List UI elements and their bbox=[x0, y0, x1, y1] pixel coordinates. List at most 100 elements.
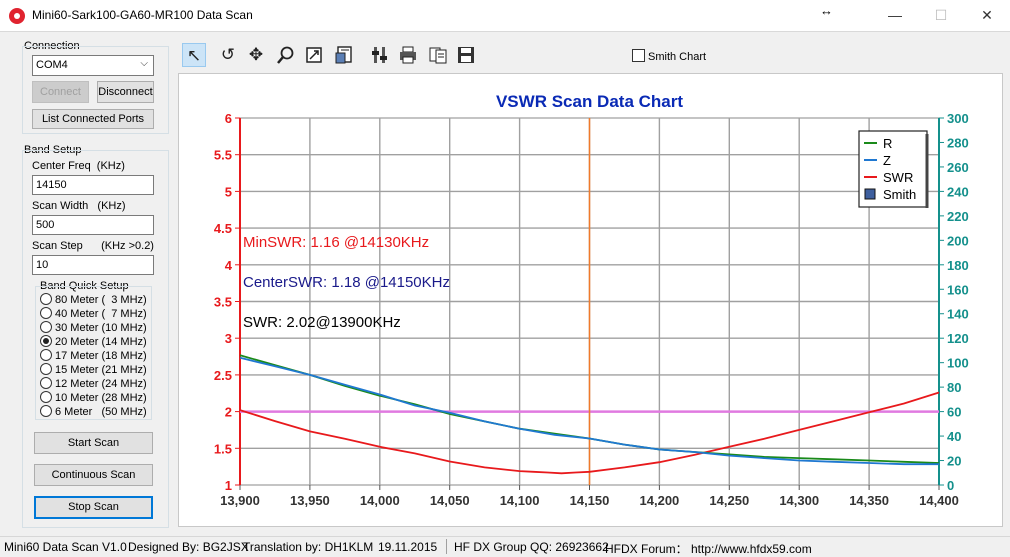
y-left-tick-label: 1 bbox=[225, 478, 232, 493]
min-swr-annotation: MinSWR: 1.16 @14130KHz bbox=[243, 234, 429, 251]
x-tick-label: 14,150 bbox=[570, 493, 610, 508]
y-right-tick-label: 100 bbox=[947, 356, 969, 371]
y-left-tick-label: 1.5 bbox=[214, 441, 232, 456]
list-ports-button[interactable]: List Connected Ports bbox=[32, 109, 154, 129]
undo-icon[interactable]: ↺ bbox=[220, 45, 236, 64]
scan-width-input[interactable] bbox=[32, 215, 154, 235]
pan-icon[interactable]: ✥ bbox=[248, 45, 264, 64]
app-icon bbox=[9, 8, 25, 24]
radio-button[interactable] bbox=[40, 405, 52, 417]
y-left-tick-label: 2 bbox=[225, 405, 232, 420]
band-option[interactable]: 6 Meter (50 MHz) bbox=[40, 405, 147, 419]
band-option[interactable]: 30 Meter (10 MHz) bbox=[40, 321, 147, 335]
scan-width-label: Scan Width (KHz) bbox=[32, 200, 126, 212]
scan-step-input[interactable] bbox=[32, 255, 154, 275]
smith-chart-checkbox[interactable] bbox=[632, 49, 645, 62]
radio-button[interactable] bbox=[40, 293, 52, 305]
band-option[interactable]: 40 Meter ( 7 MHz) bbox=[40, 307, 147, 321]
band-setup-group bbox=[22, 150, 169, 528]
y-right-tick-label: 220 bbox=[947, 209, 969, 224]
center-freq-label: Center Freq (KHz) bbox=[32, 160, 125, 172]
vswr-chart-panel[interactable]: 13,900 13,950 14,000 14,050 14,100 14,150 14,2… bbox=[178, 73, 1003, 527]
swr-annotation: SWR: 2.02@13900KHz bbox=[243, 314, 401, 331]
maximize-button[interactable]: ☐ bbox=[934, 7, 948, 23]
band-option-label: 6 Meter (50 MHz) bbox=[55, 406, 147, 418]
y-right-tick-label: 0 bbox=[947, 478, 954, 493]
start-scan-button[interactable]: Start Scan bbox=[34, 432, 153, 454]
radio-button[interactable] bbox=[40, 377, 52, 389]
y-right-tick-label: 60 bbox=[947, 405, 961, 420]
settings-icon[interactable] bbox=[368, 43, 392, 67]
connect-button[interactable]: Connect bbox=[32, 81, 89, 103]
band-option[interactable]: 80 Meter ( 3 MHz) bbox=[40, 293, 147, 307]
x-tick-label: 14,400 bbox=[919, 493, 959, 508]
series-line-z bbox=[239, 356, 939, 466]
band-option-label: 30 Meter (10 MHz) bbox=[55, 322, 147, 334]
y-left-tick-label: 2.5 bbox=[214, 368, 232, 383]
resize-arrows-icon: ↔ bbox=[820, 3, 833, 18]
legend-label-z: Z bbox=[883, 153, 891, 168]
save-icon[interactable] bbox=[454, 43, 478, 67]
status-version: Mini60 Data Scan V1.0 bbox=[4, 540, 127, 554]
smith-chart-toggle[interactable]: Smith Chart bbox=[632, 49, 706, 63]
disconnect-button[interactable]: Disconnect bbox=[97, 81, 154, 103]
y-right-tick-label: 40 bbox=[947, 429, 961, 444]
copy-icon[interactable] bbox=[426, 43, 450, 67]
com-port-select[interactable]: COM4 ⌵ bbox=[32, 55, 154, 76]
x-tick-label: 14,300 bbox=[779, 493, 819, 508]
x-tick-label: 14,250 bbox=[709, 493, 749, 508]
band-option[interactable]: 10 Meter (28 MHz) bbox=[40, 391, 147, 405]
legend-swatch-smith bbox=[864, 188, 876, 200]
y-right-tick-label: 180 bbox=[947, 258, 969, 273]
radio-button[interactable] bbox=[40, 321, 52, 333]
band-option-label: 10 Meter (28 MHz) bbox=[55, 392, 147, 404]
minimize-button[interactable]: — bbox=[888, 7, 902, 23]
export-icon[interactable] bbox=[302, 43, 326, 67]
close-button[interactable]: ✕ bbox=[981, 7, 993, 23]
status-designer: Designed By: BG2JSX bbox=[128, 540, 249, 554]
smith-chart-label: Smith Chart bbox=[648, 51, 707, 63]
zoom-icon[interactable] bbox=[274, 43, 298, 67]
y-left-tick-label: 5 bbox=[225, 184, 232, 199]
band-option[interactable]: 12 Meter (24 MHz) bbox=[40, 377, 147, 391]
title-bar: Mini60-Sark100-GA60-MR100 Data Scan ↔ — … bbox=[0, 0, 1010, 32]
y-right-tick-label: 160 bbox=[947, 282, 969, 297]
radio-button[interactable] bbox=[40, 349, 52, 361]
continuous-scan-button[interactable]: Continuous Scan bbox=[34, 464, 153, 486]
series-line-swr bbox=[239, 391, 940, 475]
radio-button[interactable] bbox=[40, 391, 52, 403]
radio-button[interactable] bbox=[40, 363, 52, 375]
y-right-tick-label: 240 bbox=[947, 184, 969, 199]
data-table-icon[interactable] bbox=[332, 43, 356, 67]
band-option[interactable]: 20 Meter (14 MHz) bbox=[40, 335, 147, 349]
legend-label-smith: Smith bbox=[883, 187, 916, 202]
y-left-tick-label: 4.5 bbox=[214, 221, 232, 236]
x-tick-label: 14,050 bbox=[430, 493, 470, 508]
status-translation: Translation by: DH1KLM bbox=[243, 540, 374, 554]
print-icon[interactable] bbox=[396, 43, 420, 67]
radio-button[interactable] bbox=[40, 307, 52, 319]
status-group: HF DX Group QQ: 26923662 bbox=[454, 540, 609, 554]
x-tick-label: 13,950 bbox=[290, 493, 330, 508]
x-tick-label: 14,100 bbox=[500, 493, 540, 508]
legend-label-r: R bbox=[883, 136, 892, 151]
x-tick-label: 14,000 bbox=[360, 493, 400, 508]
radio-button[interactable] bbox=[40, 335, 52, 347]
x-tick-label: 14,200 bbox=[640, 493, 680, 508]
chart-title: VSWR Scan Data Chart bbox=[496, 92, 683, 111]
band-option-label: 17 Meter (18 MHz) bbox=[55, 350, 147, 362]
band-option[interactable]: 17 Meter (18 MHz) bbox=[40, 349, 147, 363]
stop-scan-button[interactable]: Stop Scan bbox=[34, 496, 153, 519]
band-option[interactable]: 15 Meter (21 MHz) bbox=[40, 363, 147, 377]
y-right-tick-label: 20 bbox=[947, 454, 961, 469]
center-swr-annotation: CenterSWR: 1.18 @14150KHz bbox=[243, 274, 450, 291]
status-bar: Mini60 Data Scan V1.0 Designed By: BG2JS… bbox=[0, 536, 1010, 556]
center-freq-input[interactable] bbox=[32, 175, 154, 195]
y-right-tick-label: 200 bbox=[947, 233, 969, 248]
vswr-chart[interactable]: 13,900 13,950 14,000 14,050 14,100 14,150 14,2… bbox=[179, 74, 1002, 526]
y-left-tick-label: 4 bbox=[225, 258, 233, 273]
y-right-tick-label: 280 bbox=[947, 135, 969, 150]
pointer-icon[interactable]: ↖ bbox=[182, 43, 206, 67]
band-option-label: 80 Meter ( 3 MHz) bbox=[55, 294, 147, 306]
band-option-label: 12 Meter (24 MHz) bbox=[55, 378, 147, 390]
